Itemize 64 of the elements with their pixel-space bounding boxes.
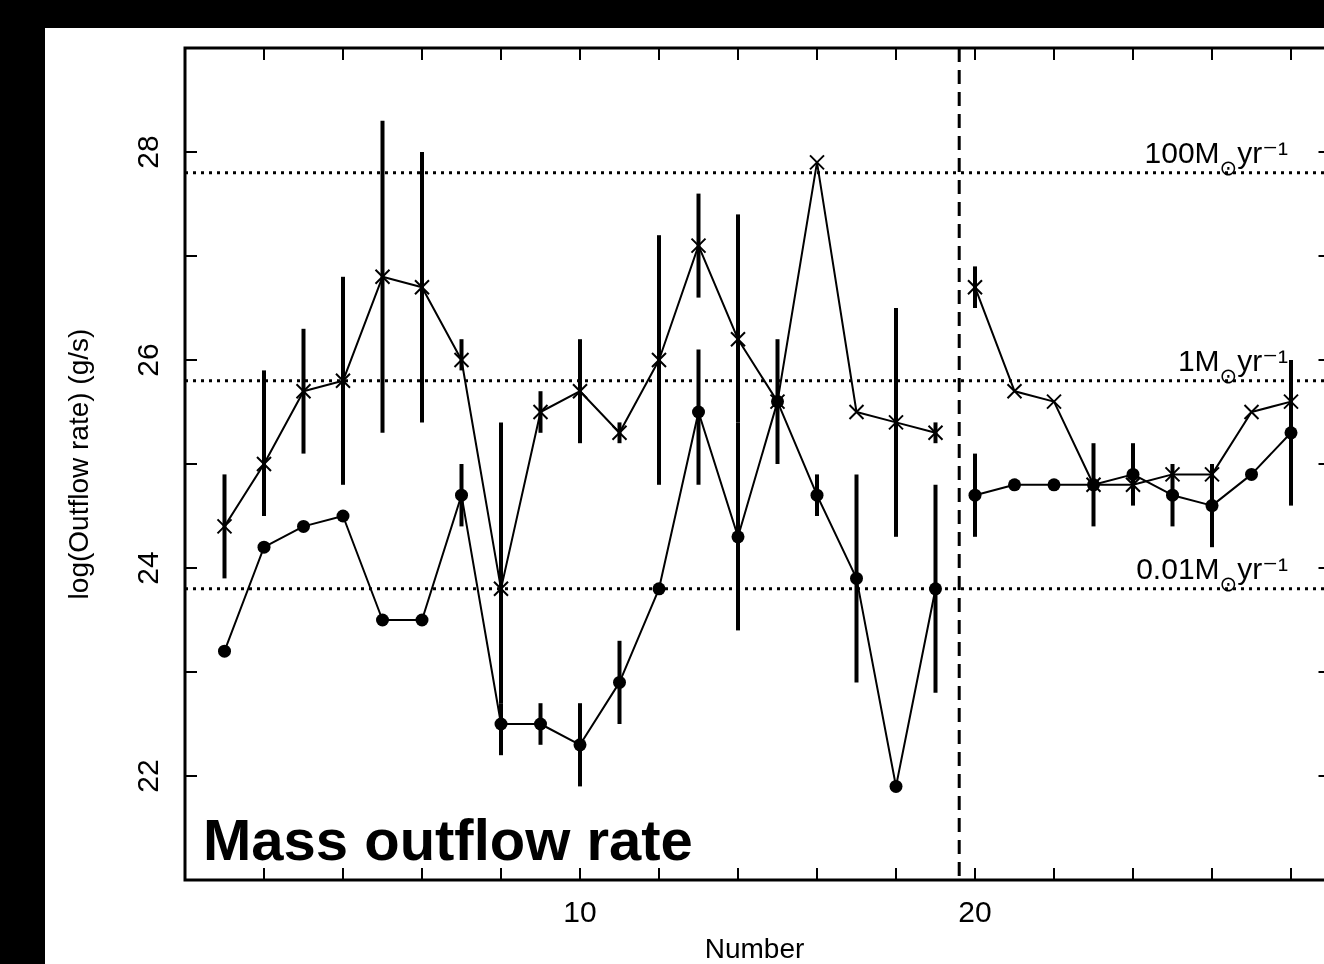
point [1046,393,1062,410]
point [1006,383,1023,400]
point [850,571,863,585]
point [1204,466,1220,483]
point [810,488,824,502]
point [295,383,312,400]
point [534,717,547,731]
point [1284,426,1298,440]
point [1047,478,1061,492]
point [1243,404,1260,420]
y-tick-label: 22 [131,759,164,793]
point [651,352,667,368]
point [218,644,231,658]
point [888,414,904,431]
point [572,383,588,400]
x-tick-label: 10 [563,895,597,928]
point [889,779,903,793]
point [376,613,389,627]
point [929,582,942,596]
point [1125,476,1141,493]
point [414,279,430,296]
point [730,331,746,348]
point [297,519,310,533]
point [690,237,707,254]
point [1164,466,1181,483]
point [216,518,233,535]
point [611,424,628,441]
point [374,268,391,285]
x-axis-title: Number [704,933,805,964]
ref-line-label: 1M$_{⊙}$yr⁻¹ [1177,343,1288,387]
point [968,488,982,502]
y-tick-label: 26 [131,343,164,377]
point [1126,467,1140,481]
point [613,675,626,689]
point [493,580,509,597]
point [335,372,351,389]
point [692,405,705,419]
point [573,738,587,752]
point [927,424,944,441]
point [336,509,350,523]
point [415,613,429,627]
x-tick-label: 20 [958,895,992,928]
y-tick-label: 24 [131,551,164,585]
point [453,352,470,368]
point [494,717,508,731]
point [256,456,272,472]
point [1283,393,1299,410]
point [1245,467,1258,481]
point [848,404,865,420]
point [455,488,468,502]
ref-line-label: 0.01M$_{⊙}$yr⁻¹ [1136,551,1288,595]
point [1008,478,1021,492]
point [731,530,745,544]
ref-line-label: 100M$_{⊙}$yr⁻¹ [1144,135,1288,179]
point [1205,499,1219,513]
point [809,154,825,171]
y-tick-label: 28 [131,135,164,169]
y-axis-title: log(Outflow rate) (g/s) [63,328,94,600]
point [1166,488,1179,502]
point [967,279,983,296]
annotation: Mass outflow rate [203,807,693,872]
point [532,404,549,420]
point [652,582,666,596]
point [257,540,271,554]
